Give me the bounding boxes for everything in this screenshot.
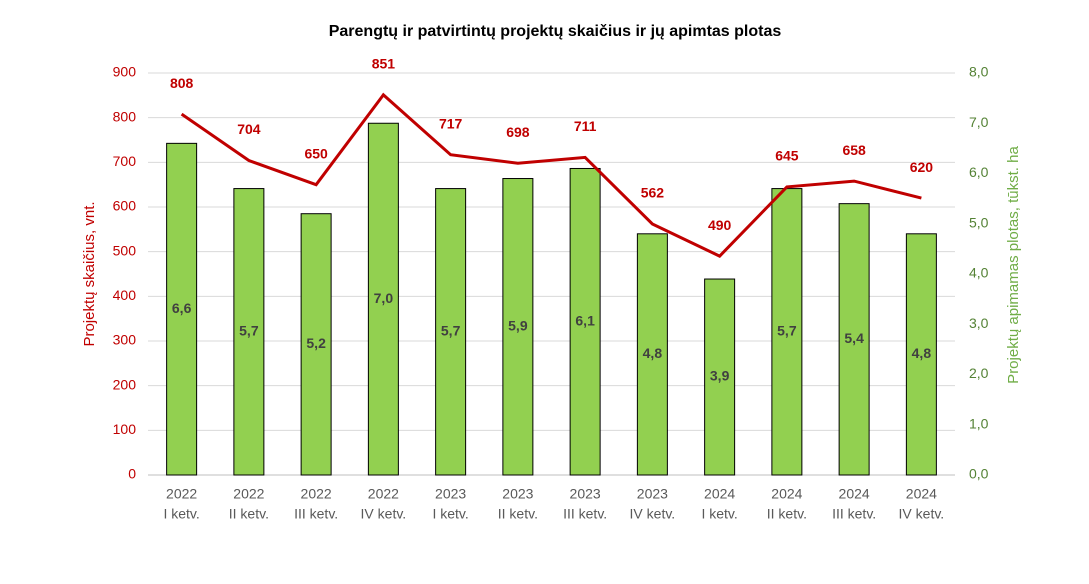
- bar-value-label: 5,4: [844, 330, 864, 346]
- line-value-label: 645: [775, 148, 799, 164]
- bar: [300, 213, 332, 476]
- x-tick-label: 2024: [839, 486, 870, 502]
- x-tick-label: 2023: [570, 486, 601, 502]
- y2-tick-label: 4,0: [969, 265, 989, 281]
- x-tick-label: 2024: [771, 486, 802, 502]
- x-tick-label: I ketv.: [432, 506, 468, 522]
- line-value-label: 658: [842, 142, 866, 158]
- bar: [905, 233, 937, 476]
- bar-value-label: 5,9: [508, 317, 528, 333]
- bar-value-label: 5,2: [306, 335, 326, 351]
- y-tick-label: 200: [113, 376, 137, 392]
- chart-title: Parengtų ir patvirtintų projektų skaičiu…: [329, 23, 782, 40]
- y2-tick-label: 3,0: [969, 315, 989, 331]
- y-tick-label: 300: [113, 332, 137, 348]
- y-tick-label: 0: [128, 466, 136, 482]
- x-tick-label: 2024: [704, 486, 735, 502]
- x-tick-label: II ketv.: [229, 506, 269, 522]
- line-value-label: 490: [708, 217, 732, 233]
- line-value-label: 698: [506, 124, 530, 140]
- bar: [367, 122, 399, 476]
- bar: [233, 188, 265, 476]
- bar: [502, 178, 534, 476]
- y-tick-label: 100: [113, 421, 137, 437]
- bar: [838, 203, 870, 476]
- x-tick-label: III ketv.: [832, 506, 876, 522]
- bar-value-label: 6,6: [172, 300, 192, 316]
- y2-tick-label: 5,0: [969, 214, 989, 230]
- bar: [636, 233, 668, 476]
- y-tick-label: 600: [113, 198, 137, 214]
- bar-value-label: 5,7: [441, 322, 461, 338]
- bar-value-label: 5,7: [777, 322, 797, 338]
- x-tick-label: III ketv.: [563, 506, 607, 522]
- x-tick-label: 2023: [637, 486, 668, 502]
- bar-value-label: 4,8: [912, 345, 932, 361]
- bar-value-label: 6,1: [575, 312, 595, 328]
- line-value-label: 717: [439, 115, 463, 131]
- x-tick-label: 2022: [233, 486, 264, 502]
- x-tick-label: II ketv.: [498, 506, 538, 522]
- y-axis-title: Projektų skaičius, vnt.: [81, 201, 98, 346]
- line-value-label: 704: [237, 121, 261, 137]
- x-tick-label: I ketv.: [163, 506, 199, 522]
- y-tick-label: 500: [113, 242, 137, 258]
- line-value-label: 562: [641, 185, 665, 201]
- y2-tick-label: 2,0: [969, 365, 989, 381]
- bar: [435, 188, 467, 476]
- x-tick-label: 2022: [368, 486, 399, 502]
- y-tick-label: 800: [113, 108, 137, 124]
- bar-value-label: 5,7: [239, 322, 259, 338]
- x-tick-label: 2023: [502, 486, 533, 502]
- x-tick-label: II ketv.: [767, 506, 807, 522]
- y-tick-label: 900: [113, 64, 137, 80]
- y-tick-label: 700: [113, 153, 137, 169]
- bar: [704, 278, 736, 476]
- x-tick-label: 2024: [906, 486, 937, 502]
- x-tick-label: 2023: [435, 486, 466, 502]
- x-tick-label: 2022: [301, 486, 332, 502]
- bar-value-label: 3,9: [710, 368, 730, 384]
- y2-tick-label: 8,0: [969, 64, 989, 80]
- x-tick-label: 2022: [166, 486, 197, 502]
- line-value-label: 620: [910, 159, 934, 175]
- x-tick-label: IV ketv.: [630, 506, 676, 522]
- bar-value-label: 7,0: [374, 290, 394, 306]
- y2-tick-label: 7,0: [969, 114, 989, 130]
- y2-tick-label: 1,0: [969, 415, 989, 431]
- line-value-label: 808: [170, 75, 194, 91]
- y2-tick-label: 0,0: [969, 466, 989, 482]
- line-value-label: 650: [304, 145, 328, 161]
- bar-value-label: 4,8: [643, 345, 663, 361]
- x-tick-label: III ketv.: [294, 506, 338, 522]
- y-tick-label: 400: [113, 287, 137, 303]
- bar: [771, 188, 803, 476]
- x-tick-label: IV ketv.: [361, 506, 407, 522]
- line: [180, 92, 922, 258]
- y2-tick-label: 6,0: [969, 164, 989, 180]
- bar: [166, 142, 198, 476]
- bar: [569, 167, 601, 476]
- y2-axis-title: Projektų apimamas plotas, tūkst. ha: [1005, 146, 1022, 384]
- line-value-label: 851: [372, 56, 396, 72]
- line-value-label: 711: [574, 118, 597, 134]
- x-tick-label: I ketv.: [701, 506, 737, 522]
- x-tick-label: IV ketv.: [899, 506, 945, 522]
